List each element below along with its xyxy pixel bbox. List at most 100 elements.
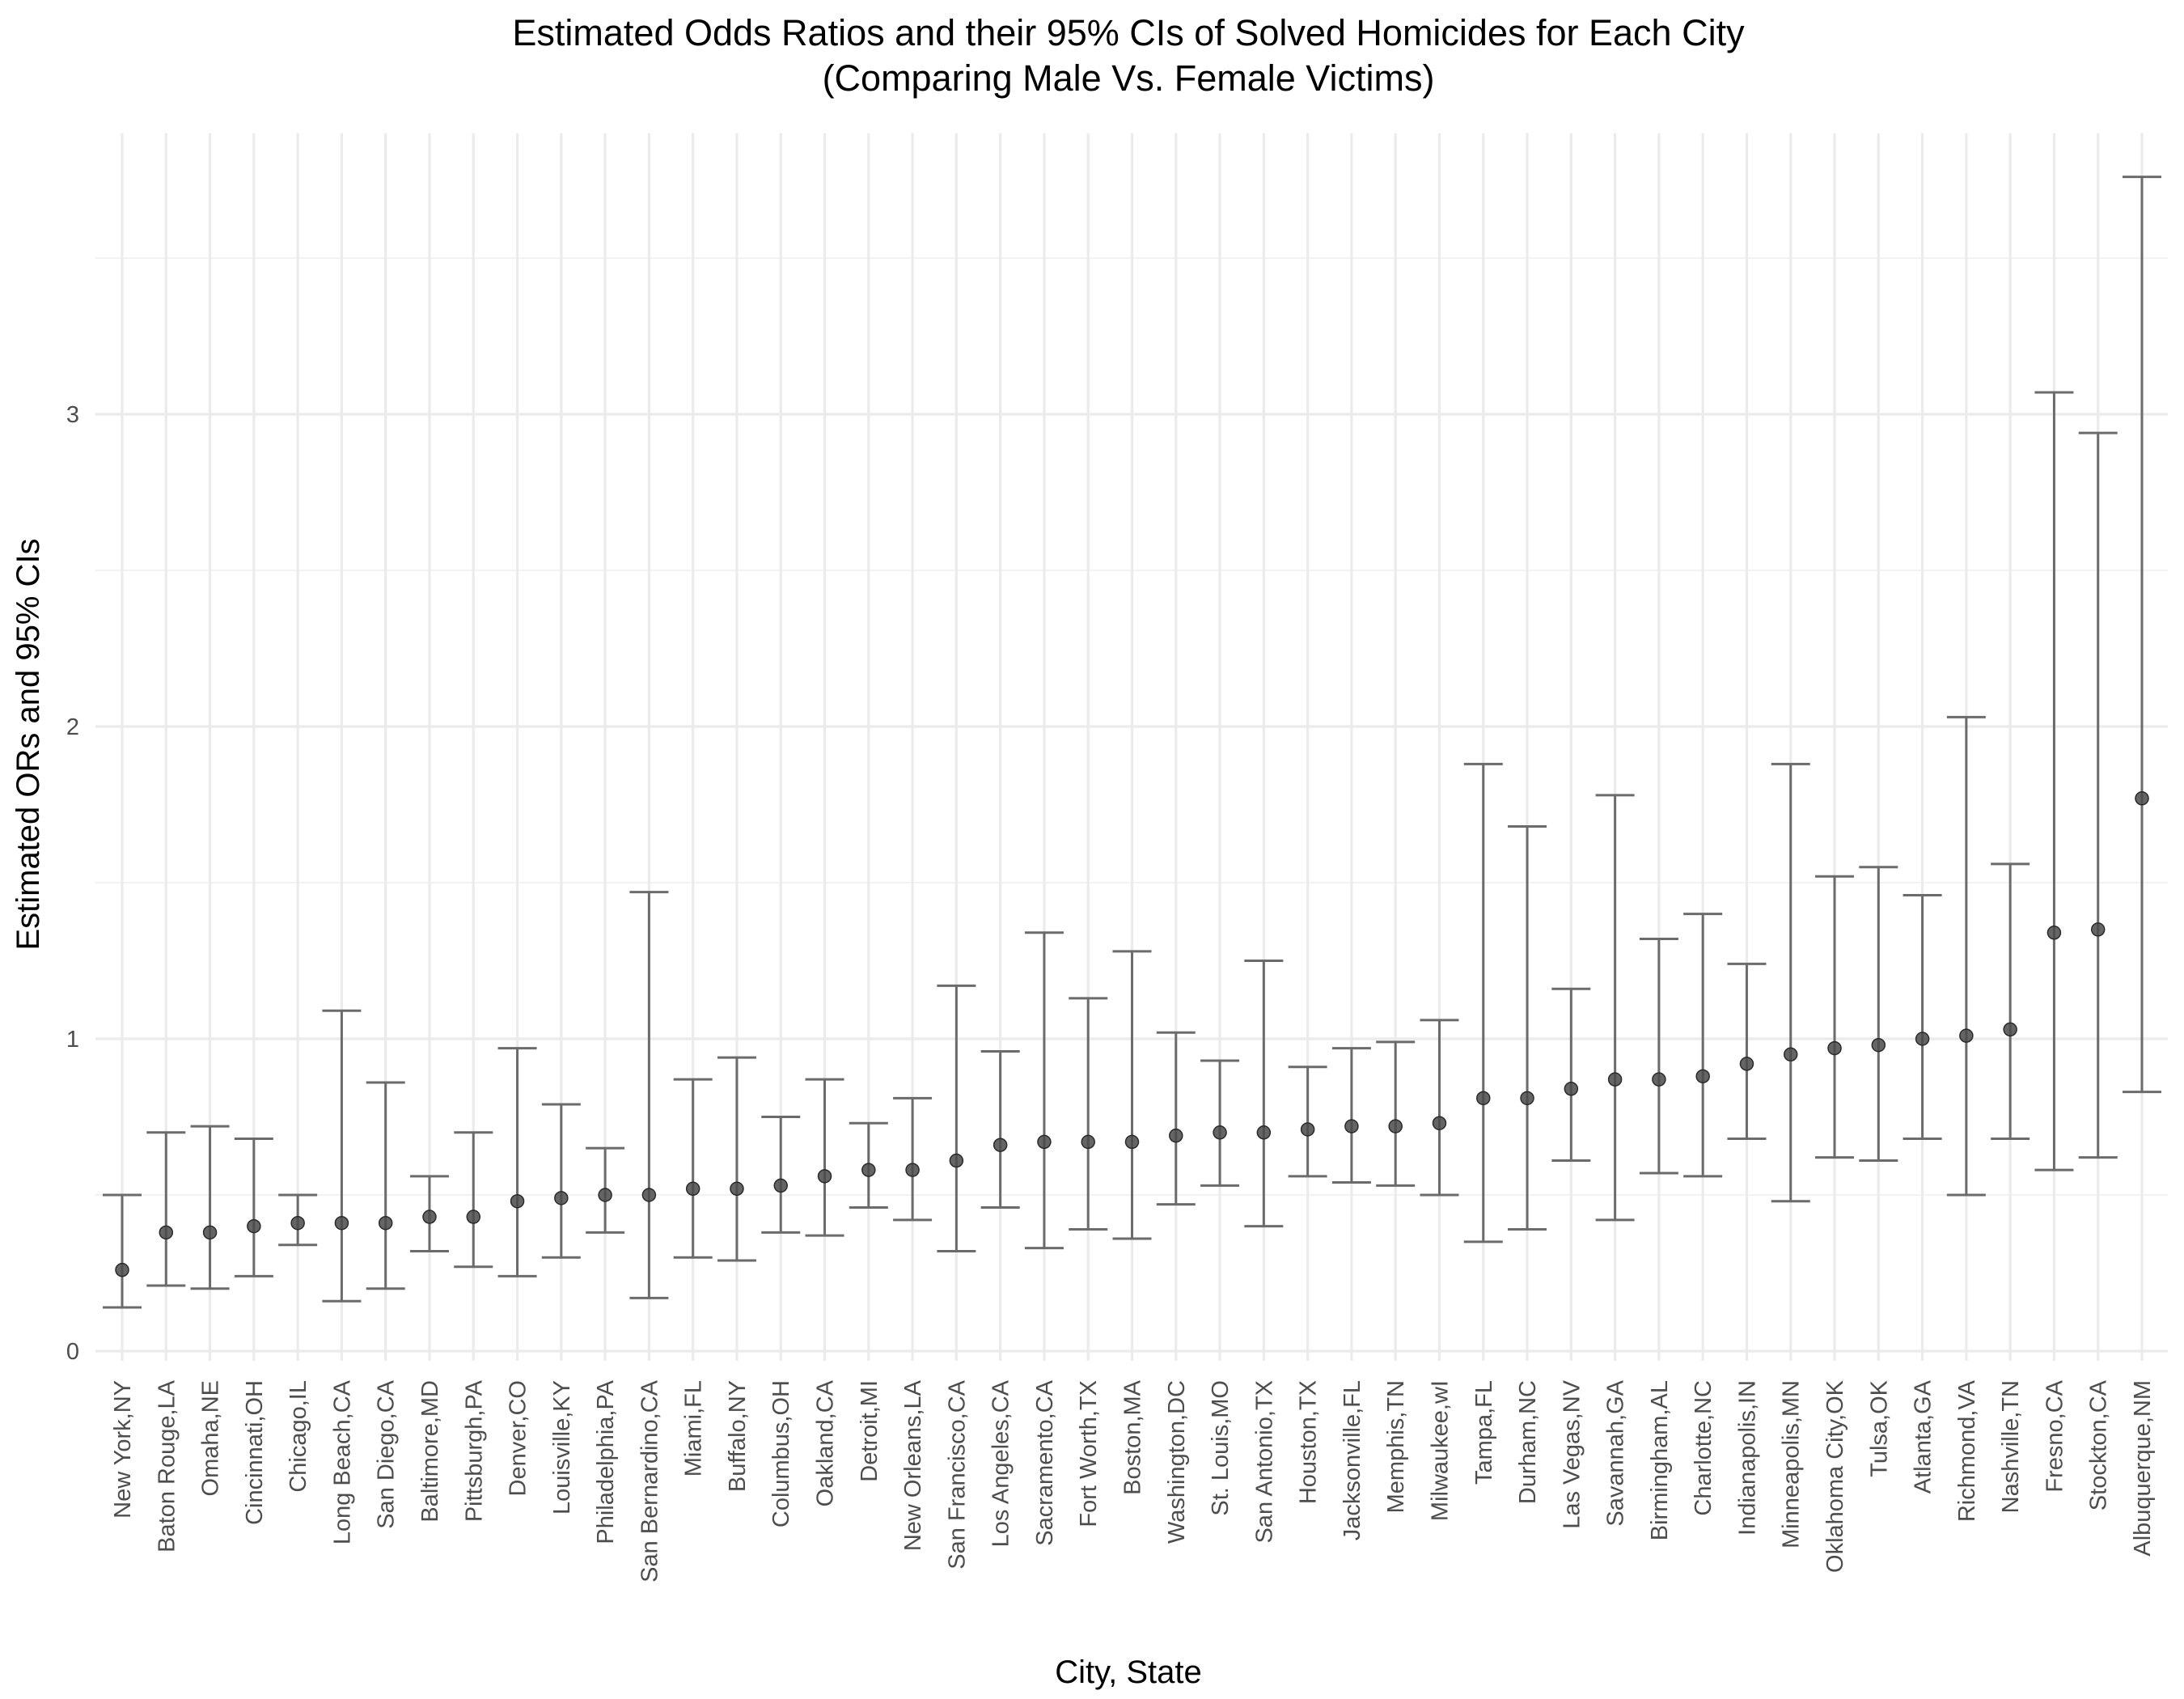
or-point [1607,1072,1623,1087]
or-point [378,1215,393,1231]
x-tick-label: Detroit,MI [857,1380,882,1482]
or-point [1871,1037,1886,1053]
x-tick-label: Tulsa,OK [1866,1379,1892,1477]
x-axis-title: City, State [1055,1655,1202,1690]
or-point [861,1163,876,1177]
or-point [1959,1028,1974,1043]
x-tick-label: Chicago,IL [286,1380,311,1493]
x-tick-label: Long Beach,CA [329,1379,355,1544]
or-point [1695,1069,1710,1084]
or-point [1432,1116,1447,1130]
or-point [2135,791,2149,806]
error-bars [103,176,2161,1309]
x-tick-label: Miami,FL [681,1380,707,1477]
x-tick-label: Milwaukee,wI [1427,1380,1453,1521]
or-point [466,1210,481,1224]
x-tick-label: Savannah,GA [1603,1379,1629,1526]
y-tick-label: 1 [66,1027,79,1053]
y-tick-label: 3 [66,402,79,428]
x-tick-label: Memphis,TN [1383,1380,1409,1513]
x-tick-label: New York,NY [110,1380,136,1519]
or-point [1915,1032,1930,1046]
y-axis-title: Estimated ORs and 95% CIs [11,538,46,950]
x-tick-label: Baltimore,MD [417,1380,443,1523]
or-point [247,1218,261,1234]
or-point [1124,1134,1140,1150]
or-point [1476,1091,1491,1106]
x-tick-label: San Francisco,CA [944,1379,970,1569]
x-tick-label: Indianapolis,IN [1734,1380,1760,1536]
or-point [730,1181,744,1197]
or-point [1827,1040,1842,1056]
x-tick-label: Durham,NC [1515,1380,1541,1504]
y-axis-ticks: 0 1 2 3 [66,402,79,1365]
or-point [2003,1022,2017,1037]
x-tick-label: Fresno,CA [2042,1379,2068,1492]
or-point [1213,1125,1227,1140]
or-point [1169,1128,1183,1143]
x-tick-label: Baton Rouge,LA [154,1379,180,1552]
x-tick-label: St. Louis,MO [1208,1380,1234,1516]
x-tick-label: Las Vegas,NV [1559,1379,1585,1528]
or-point [422,1210,437,1224]
x-tick-label: Minneapolis,MN [1779,1380,1805,1549]
or-point [1388,1119,1403,1133]
or-point [2046,926,2062,940]
or-point [334,1215,349,1231]
x-tick-label: Oakland,CA [813,1379,839,1506]
or-point [773,1178,788,1193]
or-point [510,1193,525,1209]
x-tick-label: New Orleans,LA [900,1379,926,1551]
x-tick-label: Tampa,FL [1471,1380,1497,1485]
x-tick-label: Charlotte,NC [1691,1380,1716,1516]
x-tick-label: San Bernardino,CA [637,1379,662,1582]
x-tick-label: Nashville,TN [1998,1380,2024,1513]
or-point [290,1215,305,1231]
or-point [159,1225,174,1240]
or-point [641,1188,657,1202]
x-tick-label: Atlanta,GA [1911,1379,1936,1494]
or-point [598,1188,612,1202]
x-tick-label: Fort Worth,TX [1076,1380,1102,1527]
or-point [993,1138,1008,1152]
x-tick-label: Oklahoma City,OK [1822,1379,1848,1573]
x-tick-label: Los Angeles,CA [988,1379,1014,1547]
x-tick-label: Richmond,VA [1954,1379,1980,1522]
x-axis-ticks: New York,NY Baton Rouge,LA Omaha,NE Cincinn… [110,1379,2156,1582]
or-point [2090,922,2106,937]
x-tick-label: Jacksonville,FL [1340,1380,1365,1540]
x-tick-label: San Diego,CA [374,1379,400,1528]
y-tick-label: 0 [66,1339,79,1365]
point-estimates [115,791,2149,1277]
x-tick-label: Buffalo,NY [725,1380,751,1492]
or-point [1739,1057,1754,1071]
or-point [1783,1047,1798,1062]
or-point [1037,1134,1052,1150]
or-point [949,1153,964,1168]
or-point [817,1169,832,1184]
x-tick-label: Philadelphia,PA [593,1379,619,1544]
or-point [1256,1125,1272,1140]
or-point [1520,1091,1534,1106]
y-tick-label: 2 [66,714,79,740]
x-tick-label: Sacramento,CA [1032,1379,1058,1545]
or-point [202,1225,218,1240]
or-point [905,1163,920,1177]
or-point [115,1262,129,1277]
or-point [1652,1072,1666,1087]
x-tick-label: Pittsburgh,PA [461,1379,487,1522]
x-tick-label: Denver,CO [506,1380,531,1496]
or-point [1300,1122,1315,1137]
x-tick-label: Cincinnati,OH [242,1380,268,1525]
or-point [554,1191,569,1205]
or-point [1344,1119,1359,1133]
x-tick-label: Albuquerque,NM [2130,1380,2156,1557]
x-tick-label: Houston,TX [1296,1380,1322,1504]
or-point [1564,1082,1579,1096]
x-tick-label: Birmingham,AL [1647,1380,1673,1540]
x-tick-label: Columbus,OH [768,1380,794,1527]
x-tick-label: Boston,MA [1120,1379,1146,1494]
x-tick-label: Washington,DC [1164,1380,1190,1544]
